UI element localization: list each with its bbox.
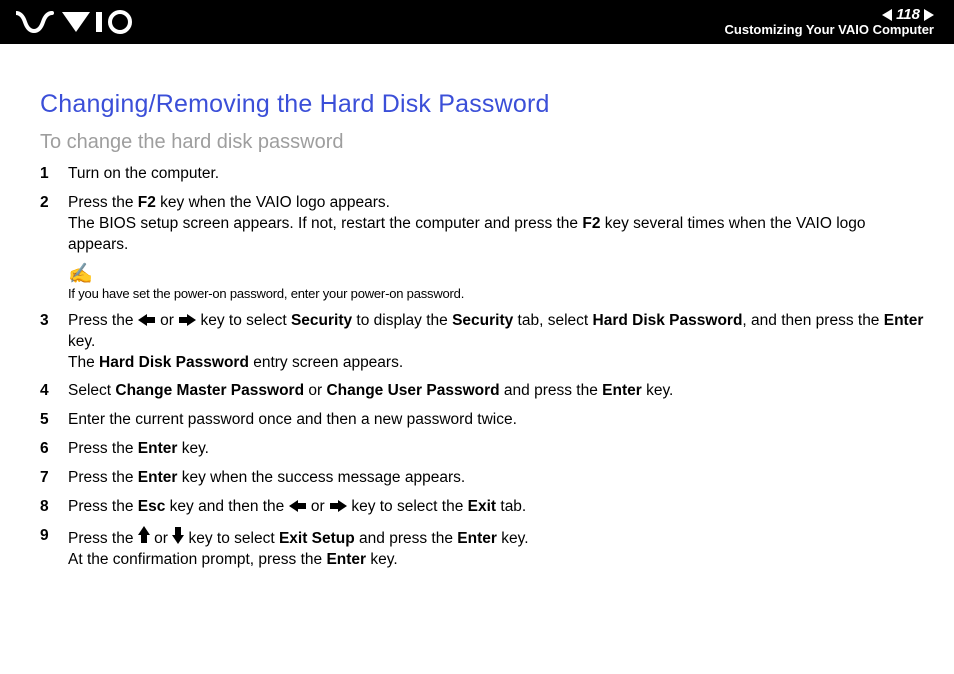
note-block: ✍ If you have set the power-on password,…: [68, 264, 926, 301]
page-content: Changing/Removing the Hard Disk Password…: [0, 44, 954, 571]
note-icon: ✍: [68, 264, 926, 284]
page-navigation: 118: [725, 7, 934, 24]
step-4: Select Change Master Password or Change …: [40, 381, 926, 402]
key-enter: Enter: [602, 382, 642, 399]
key-enter: Enter: [457, 530, 497, 547]
step-7: Press the Enter key when the success mes…: [40, 468, 926, 489]
arrow-down-icon: [172, 526, 184, 544]
step-8: Press the Esc key and then the or key to…: [40, 497, 926, 518]
key-enter: Enter: [138, 440, 178, 457]
note-text: If you have set the power-on password, e…: [68, 286, 926, 301]
arrow-right-icon: [178, 314, 196, 326]
steps-list-cont: Press the or key to select Security to d…: [40, 311, 926, 571]
arrow-right-icon: [329, 500, 347, 512]
key-enter: Enter: [138, 469, 178, 486]
header-bar: 118 Customizing Your VAIO Computer: [0, 0, 954, 44]
prev-page-icon[interactable]: [882, 9, 892, 21]
step-3: Press the or key to select Security to d…: [40, 311, 926, 374]
key-f2: F2: [138, 194, 156, 211]
header-caption: Customizing Your VAIO Computer: [725, 23, 934, 37]
step-5: Enter the current password once and then…: [40, 410, 926, 431]
page-number: 118: [896, 7, 920, 24]
arrow-up-icon: [138, 526, 150, 544]
key-enter: Enter: [326, 551, 366, 568]
next-page-icon[interactable]: [924, 9, 934, 21]
key-f2: F2: [582, 215, 600, 232]
page-subtitle: To change the hard disk password: [40, 131, 926, 154]
step-text: Turn on the computer.: [68, 165, 219, 182]
step-2: Press the F2 key when the VAIO logo appe…: [40, 193, 926, 256]
page-title: Changing/Removing the Hard Disk Password: [40, 90, 926, 119]
arrow-left-icon: [289, 500, 307, 512]
steps-list: Turn on the computer. Press the F2 key w…: [40, 164, 926, 256]
header-right: 118 Customizing Your VAIO Computer: [725, 7, 934, 38]
key-esc: Esc: [138, 498, 166, 515]
vaio-logo: [16, 10, 136, 34]
step-1: Turn on the computer.: [40, 164, 926, 185]
key-enter: Enter: [884, 312, 924, 329]
step-6: Press the Enter key.: [40, 439, 926, 460]
step-9: Press the or key to select Exit Setup an…: [40, 526, 926, 571]
arrow-left-icon: [138, 314, 156, 326]
